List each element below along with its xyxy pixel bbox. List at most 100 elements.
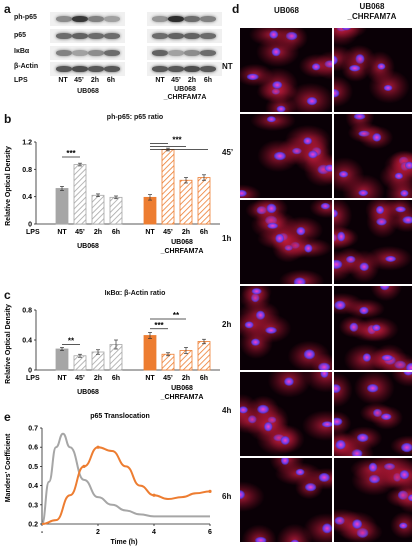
y-tick-label: 0.4 (22, 194, 32, 201)
bar (91, 194, 105, 225)
x-tick-label: 4 (152, 529, 156, 536)
panel-c-letter: c (4, 288, 11, 302)
x-tick-label: 2h (182, 229, 190, 236)
y-tick-label: 0 (28, 368, 32, 375)
panel-e-chart: p65 Translocation Manders' Coefficient 0… (5, 413, 212, 546)
bar (143, 196, 157, 225)
blot-band (184, 16, 200, 22)
panel-e-ylabel: Manders' Coefficient (5, 433, 12, 502)
row-label: 6h (222, 492, 232, 501)
panel-c-lps: LPS (26, 375, 40, 382)
micrograph-tile (334, 372, 412, 456)
x-tick-label: NT (145, 375, 155, 382)
blot-band (200, 66, 216, 72)
panel-e-xlabel: Time (h) (110, 539, 137, 546)
blot-band (88, 16, 104, 22)
blot-band (72, 33, 88, 39)
lane-label: NT (58, 77, 68, 84)
lane-label: 6h (203, 77, 213, 84)
series-line (41, 432, 211, 525)
panel-a-letter: a (4, 2, 11, 16)
bar (161, 149, 175, 225)
y-tick-label: 0.6 (28, 445, 38, 452)
lane-label: 6h (106, 77, 116, 84)
blot-label-ikba: IκBα (14, 48, 30, 55)
group-label-chrfam7a-bottom: UB068 _CHRFAM7A (150, 86, 220, 102)
blot-band (152, 16, 168, 22)
x-tick-label: 6h (200, 375, 208, 382)
panel-c-ylabel: Relative Optical Density (5, 304, 12, 384)
series-line (41, 446, 211, 525)
row-label: 4h (222, 406, 232, 415)
panel-c-group2-line1: UB068 (171, 385, 193, 392)
blot-band (104, 50, 120, 56)
blot-band (200, 50, 216, 56)
sig-label: *** (66, 149, 76, 158)
y-tick-label: 1.2 (22, 140, 32, 147)
sig-label: *** (154, 321, 164, 330)
panel-c-x-labels: NT 45’ 2h 6h NT 45’ 2h 6h (57, 375, 208, 382)
lane-label: 2h (187, 77, 197, 84)
panel-d-col1: UB068 (274, 6, 299, 15)
x-tick-label: NT (145, 229, 155, 236)
bar (73, 355, 87, 371)
panel-b-chart: Relative Optical Density 1.20.80.40 ****… (5, 135, 220, 255)
panel-d-col2-line2: _CHRFAM7A (347, 12, 397, 21)
x-tick-label: 45’ (163, 375, 173, 382)
blot-band (72, 50, 88, 56)
panel-e-lines (41, 432, 212, 525)
blot-band (184, 50, 200, 56)
micrograph-tile (240, 458, 332, 542)
panel-c-bars (55, 332, 211, 371)
panel-b-group2-line1: UB068 (171, 239, 193, 246)
panel-b-lps: LPS (26, 229, 40, 236)
micrograph-tile (240, 28, 332, 112)
panel-b-letter: b (4, 112, 12, 126)
panel-c-group2-line2: _CHRFAM7A (160, 394, 204, 401)
row-label: 45’ (222, 148, 234, 157)
blot-label-p65: p65 (14, 32, 27, 39)
blot-band (88, 50, 104, 56)
blot-band (200, 16, 216, 22)
row-label: 1h (222, 234, 232, 243)
panel-b-ylabel: Relative Optical Density (5, 146, 12, 226)
blot-band (104, 33, 120, 39)
lane-label: 45’ (171, 77, 181, 84)
micrograph-tile (334, 286, 412, 370)
micrograph-tile (240, 114, 332, 198)
bar (91, 351, 105, 371)
lps-label-a: LPS (14, 77, 28, 84)
lane-label: 45’ (74, 77, 84, 84)
x-tick-label: 2h (182, 375, 190, 382)
x-tick-label: 45’ (75, 229, 85, 236)
bar (73, 164, 87, 225)
x-tick-label: 45’ (163, 229, 173, 236)
panel-d-col2: UB068 _CHRFAM7A (333, 2, 411, 22)
panel-e-title: p65 Translocation (90, 413, 150, 420)
x-tick-label: 6h (112, 375, 120, 382)
blot-band (72, 66, 88, 72)
blot-band (152, 33, 168, 39)
y-tick-label: 0.2 (28, 522, 38, 529)
panel-e-letter: e (4, 410, 11, 424)
panel-c-title: IκBα: β-Actin ratio (104, 290, 166, 297)
series-point (152, 493, 156, 497)
bar (197, 341, 211, 371)
blot-band (56, 66, 72, 72)
x-tick-label: NT (57, 375, 67, 382)
x-tick-label: 6h (200, 229, 208, 236)
sig-label: *** (172, 135, 182, 144)
bar (197, 177, 211, 225)
sig-label: ** (68, 337, 75, 346)
panel-e-axes: 0.7 0.6 0.5 0.4 0.3 0.2- 2 4 6 (28, 426, 212, 537)
x-tick-label: 2 (96, 529, 100, 536)
blot-band (168, 66, 184, 72)
y-tick-label: 0.8 (22, 167, 32, 174)
bar (143, 335, 157, 371)
lane-label: 2h (90, 77, 100, 84)
panel-c-chart: Relative Optical Density 0.80.40 *******… (5, 304, 220, 401)
panel-c-significance: ******* (62, 311, 186, 346)
blot-band (200, 33, 216, 39)
blot-band (72, 16, 88, 22)
blot-band (104, 16, 120, 22)
